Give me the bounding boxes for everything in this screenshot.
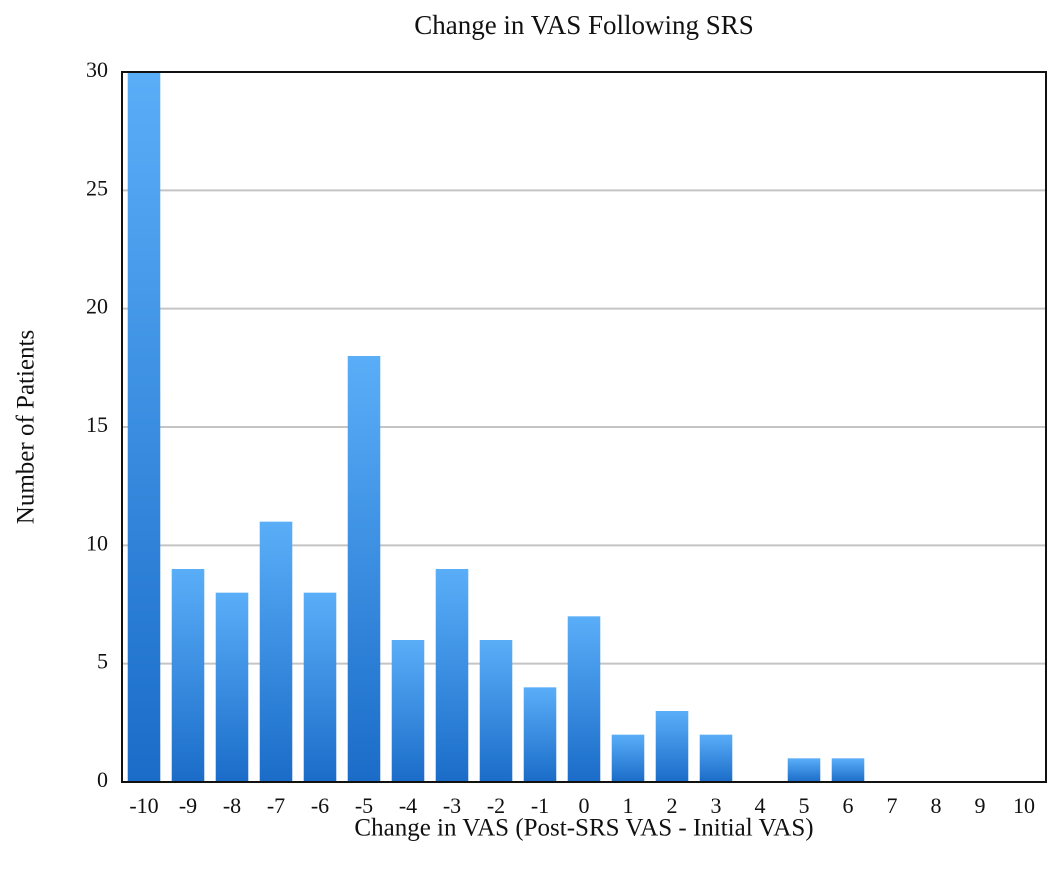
x-tick-label: -3 [443, 793, 461, 818]
bar [127, 72, 161, 782]
y-tick-label: 10 [86, 530, 108, 555]
bar [171, 569, 205, 782]
x-tick-label: -8 [223, 793, 241, 818]
x-tick-label: 1 [623, 793, 634, 818]
y-tick-label: 5 [97, 649, 108, 674]
y-tick-label: 30 [86, 57, 108, 82]
bar [567, 616, 601, 782]
bar [479, 640, 513, 782]
x-tick-label: 3 [711, 793, 722, 818]
bar [611, 734, 645, 782]
y-tick-label: 15 [86, 412, 108, 437]
x-tick-label: -6 [311, 793, 329, 818]
y-tick-label: 25 [86, 175, 108, 200]
bar [215, 592, 249, 782]
bar [259, 521, 293, 782]
x-tick-label: 2 [667, 793, 678, 818]
bar [655, 711, 689, 782]
bar [831, 758, 865, 782]
y-tick-label: 20 [86, 294, 108, 319]
x-tick-label: -9 [179, 793, 197, 818]
bar [787, 758, 821, 782]
x-tick-label: 9 [975, 793, 986, 818]
bar [391, 640, 425, 782]
bar [303, 592, 337, 782]
bar [435, 569, 469, 782]
plot-border [121, 71, 1047, 783]
x-axis-label: Change in VAS (Post-SRS VAS - Initial VA… [354, 815, 813, 842]
x-tick-label: -7 [267, 793, 285, 818]
x-tick-label: 8 [931, 793, 942, 818]
y-tick-label: 0 [97, 767, 108, 792]
y-axis-label: Number of Patients [13, 330, 40, 524]
x-tick-label: 7 [887, 793, 898, 818]
x-tick-label: 5 [799, 793, 810, 818]
chart-title: Change in VAS Following SRS [414, 10, 754, 40]
x-tick-label: 0 [579, 793, 590, 818]
bar [523, 687, 557, 782]
bar [699, 734, 733, 782]
x-tick-label: -10 [129, 793, 158, 818]
x-tick-label: 4 [755, 793, 766, 818]
x-tick-label: -1 [531, 793, 549, 818]
x-tick-label: -4 [399, 793, 417, 818]
bar [347, 356, 381, 782]
x-tick-label: 10 [1013, 793, 1035, 818]
x-tick-label: 6 [843, 793, 854, 818]
x-tick-label: -5 [355, 793, 373, 818]
x-tick-label: -2 [487, 793, 505, 818]
